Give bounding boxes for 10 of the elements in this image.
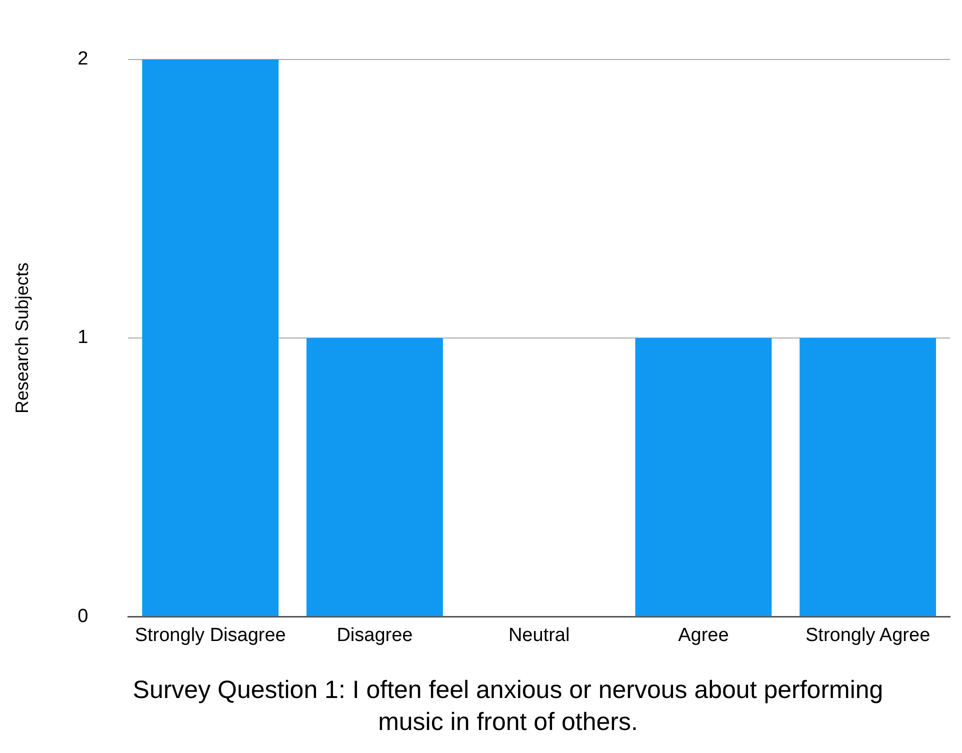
x-tick-label: Disagree bbox=[336, 625, 413, 646]
y-axis-title: Research Subjects bbox=[12, 262, 32, 414]
x-tick-label: Strongly Agree bbox=[805, 625, 930, 646]
y-tick-label: 2 bbox=[78, 48, 88, 70]
x-tick-label: Neutral bbox=[508, 625, 570, 646]
x-tick-label: Agree bbox=[678, 625, 729, 646]
y-tick-label: 1 bbox=[78, 327, 88, 348]
y-tick-label: 0 bbox=[78, 606, 88, 627]
x-axis-title: Survey Question 1: I often feel anxious or nervous about performing music in front of others. bbox=[132, 675, 884, 738]
x-tick-label: Strongly Disagree bbox=[134, 625, 286, 646]
